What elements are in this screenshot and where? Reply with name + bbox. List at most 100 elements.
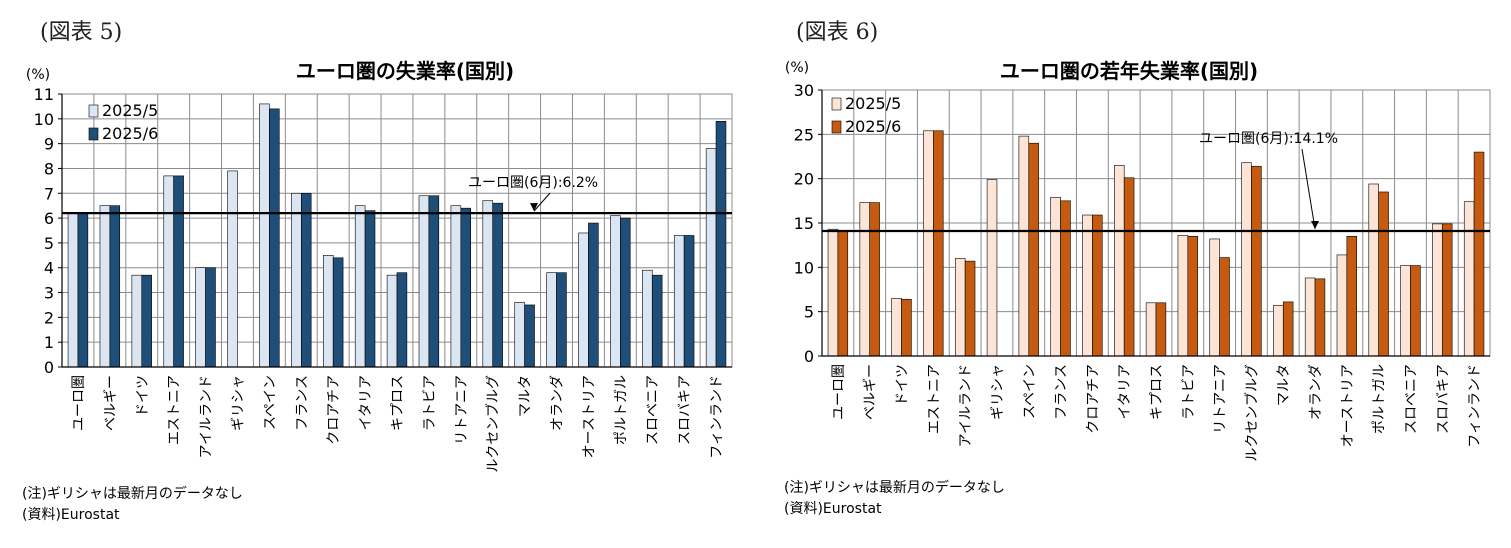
source-note: (資料)Eurostat	[22, 507, 120, 523]
legend-swatch	[831, 97, 842, 111]
bar	[524, 304, 535, 368]
bar	[482, 200, 494, 368]
bar	[954, 258, 966, 357]
bar	[205, 267, 216, 368]
x-category-label: ラトビア	[1181, 364, 1197, 420]
bar	[1123, 177, 1135, 357]
bar	[859, 202, 871, 357]
x-category-label: ベルギー	[863, 364, 879, 420]
bar	[77, 212, 89, 368]
y-tick-label: 15	[794, 214, 814, 233]
bar	[869, 202, 880, 357]
bar	[1473, 151, 1485, 357]
x-category-label: マルタ	[518, 375, 534, 417]
x-category-label: ドイツ	[135, 375, 151, 417]
bar	[332, 257, 344, 368]
reference-callout-arrow	[533, 192, 551, 212]
bar	[259, 103, 270, 368]
x-category-label: マルタ	[1276, 364, 1292, 406]
bar	[1145, 302, 1157, 357]
x-category-label: クロアチア	[1085, 364, 1101, 434]
bar	[428, 195, 440, 368]
x-category-label: エストニア	[926, 364, 942, 434]
bar	[386, 274, 398, 368]
reference-callout-arrow	[1301, 148, 1316, 230]
legend-label: 2025/5	[102, 101, 158, 120]
bar	[1400, 265, 1411, 357]
x-category-label: オーストリア	[1340, 364, 1356, 447]
bar	[1463, 201, 1475, 357]
x-category-label: ドイツ	[895, 364, 911, 406]
bar	[67, 212, 79, 368]
bar	[610, 215, 621, 368]
y-tick-label: 8	[44, 159, 54, 178]
bar	[837, 230, 849, 357]
legend-swatch	[831, 120, 842, 134]
bar	[1209, 238, 1220, 357]
x-category-label: スロバキア	[1435, 364, 1451, 434]
bar	[546, 272, 557, 368]
y-tick-label: 6	[44, 209, 54, 228]
bar	[1241, 162, 1252, 357]
y-tick-label: 0	[44, 358, 54, 377]
x-category-label: エストニア	[167, 375, 183, 445]
bar	[1050, 196, 1061, 357]
y-tick-label: 5	[44, 234, 54, 253]
bar	[1028, 142, 1039, 357]
y-tick-label: 3	[44, 284, 54, 303]
footnote: (注)ギリシャは最新月のデータなし	[22, 486, 243, 502]
y-tick-label: 0	[804, 347, 814, 366]
figure-label-5: (図表 5)	[40, 20, 123, 45]
y-tick-label: 5	[804, 303, 814, 322]
x-category-label: ポルトガル	[1372, 364, 1388, 434]
legend-label: 2025/6	[102, 124, 158, 143]
bar	[933, 130, 944, 357]
bar	[492, 202, 503, 368]
bar	[364, 210, 376, 368]
x-category-label: ルクセンブルグ	[1243, 364, 1260, 462]
x-category-label: スロベニア	[1403, 364, 1419, 434]
x-category-label: キプロス	[390, 375, 406, 431]
bar	[1251, 165, 1262, 357]
reference-line-label: ユーロ圏(6月):6.2%	[468, 175, 598, 191]
y-unit-label: (%)	[26, 67, 50, 83]
bar	[901, 298, 912, 357]
bar	[1177, 235, 1189, 357]
bar	[964, 260, 976, 357]
bar	[651, 274, 663, 368]
bar	[514, 302, 525, 368]
y-tick-label: 20	[794, 170, 814, 189]
bar	[173, 175, 184, 368]
bar	[354, 205, 366, 368]
legend-label: 2025/6	[845, 117, 901, 136]
bar	[322, 255, 334, 368]
bar	[923, 130, 934, 357]
y-tick-label: 11	[34, 85, 54, 104]
youth-unemployment-chart: ユーロ圏の若年失業率(国別) (%) 0 5 10 15 20 25 30 ユーロ圏 ベルギード…	[785, 59, 1491, 462]
chart-title: ユーロ圏の失業率(国別)	[296, 59, 514, 83]
x-category-label: スペイン	[262, 375, 278, 430]
bar	[620, 217, 631, 368]
y-unit-label: (%)	[785, 60, 809, 76]
legend-swatch	[88, 104, 99, 118]
y-tick-label: 4	[44, 259, 54, 278]
bar	[109, 205, 121, 368]
bar	[986, 179, 998, 357]
bar	[131, 274, 143, 368]
x-category-label: キプロス	[1149, 364, 1165, 420]
x-category-label: アイルランド	[958, 364, 974, 447]
notes-6: (注)ギリシャは最新月のデータなし (資料)Eurostat	[784, 478, 1005, 520]
x-category-label: ユーロ圏	[71, 375, 87, 431]
legend-label: 2025/5	[845, 94, 901, 113]
bar	[1346, 236, 1358, 357]
x-category-label: フランス	[294, 375, 310, 431]
y-tick-label: 10	[794, 258, 814, 277]
bar	[1336, 254, 1348, 357]
bar	[1432, 223, 1443, 357]
unemployment-chart: ユーロ圏の失業率(国別) (%) 0 1 2 3 4 5 6 7 8 9 10 11 ユーロ圏 ベルギード…	[26, 59, 733, 473]
bar	[1018, 135, 1030, 357]
bar	[556, 272, 567, 368]
bar	[891, 298, 902, 357]
x-category-label: ギリシャ	[990, 364, 1006, 420]
y-tick-label: 10	[34, 110, 54, 129]
